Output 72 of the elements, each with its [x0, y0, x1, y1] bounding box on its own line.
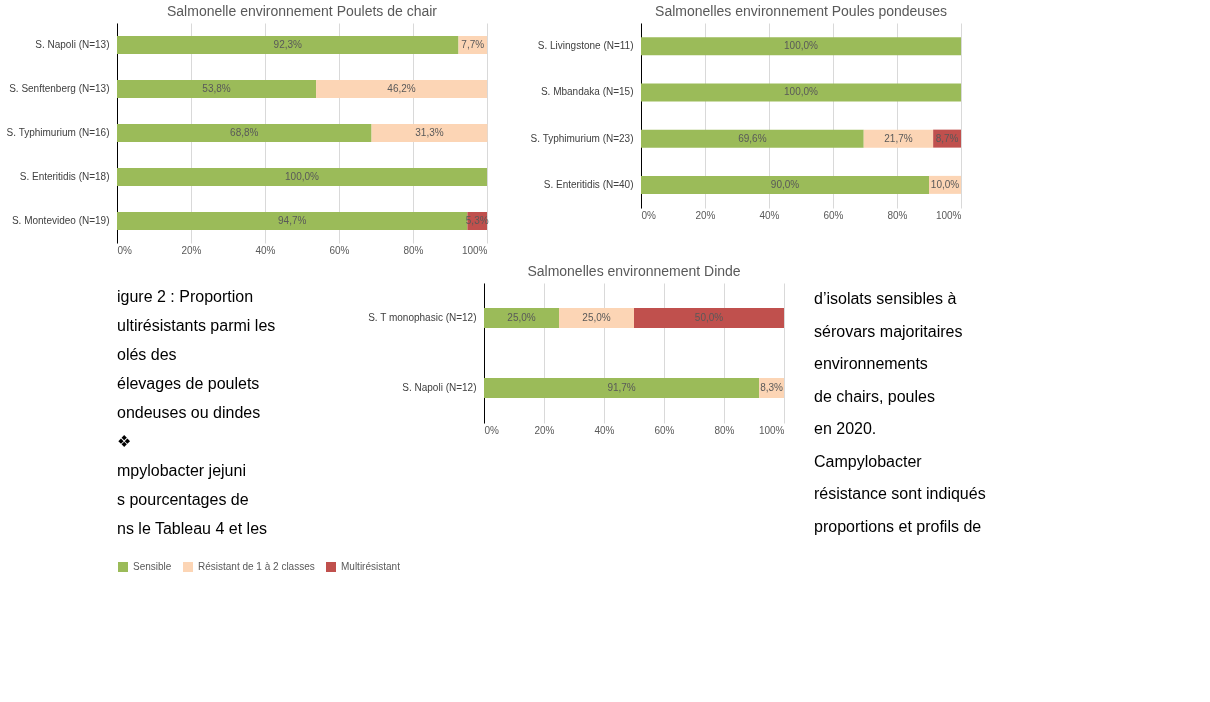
x-tick-label: 60% — [329, 244, 350, 256]
data-label: 25,0% — [507, 312, 536, 323]
data-label: 100,0% — [784, 40, 819, 52]
x-tick-label: 20% — [534, 424, 555, 436]
data-label: 50,0% — [694, 312, 724, 323]
chart-title: Salmonelle environnement Poulets de chair — [166, 3, 438, 19]
data-label: 8,3% — [760, 382, 784, 393]
y-tick-label: S. Montevideo (N=19) — [11, 215, 110, 226]
text: d’isolats sensibles à — [814, 290, 957, 308]
chart-title: Salmonelles environnement Dinde — [527, 263, 741, 279]
x-tick-label: 60% — [823, 209, 844, 221]
y-tick-label: S. Enteritidis (N=18) — [19, 171, 110, 182]
text: mpylobacter jejuni — [117, 461, 246, 479]
data-label: 10,0% — [930, 178, 960, 190]
y-tick-label: S. Livingstone (N=11) — [537, 40, 634, 52]
x-tick-label: 100% — [461, 244, 488, 256]
text: Campylobacter — [814, 452, 923, 470]
data-label: 8,7% — [935, 132, 959, 144]
text: s pourcentages de — [117, 490, 249, 508]
x-tick-label: 100% — [758, 424, 785, 436]
y-tick-label: S. Napoli (N=12) — [402, 382, 477, 393]
y-tick-label: S. Senftenberg (N=13) — [9, 83, 110, 94]
data-label: 53,8% — [202, 83, 231, 94]
x-tick-label: 40% — [594, 424, 615, 436]
legend-label: Sensible — [133, 561, 172, 572]
data-label: 31,3% — [415, 127, 444, 138]
x-tick-label: 80% — [714, 424, 735, 436]
data-label: 94,7% — [278, 215, 307, 226]
y-tick-label: S. Typhimurium (N=23) — [530, 132, 634, 144]
x-tick-label: 80% — [403, 244, 424, 256]
y-tick-label: S. Typhimurium (N=16) — [6, 127, 110, 138]
text: résistance sont indiqués — [814, 485, 986, 503]
legend-label: Résistant de 1 à 2 classes — [198, 561, 315, 572]
data-label: 25,0% — [582, 312, 611, 323]
x-tick-label: 100% — [935, 209, 962, 221]
data-label: 92,3% — [273, 39, 303, 50]
text: ondeuses ou dindes — [117, 404, 261, 421]
text: olés des — [117, 346, 177, 364]
x-tick-label: 20% — [695, 209, 716, 221]
text: élevages de poulets — [117, 375, 260, 393]
data-label: 69,6% — [738, 132, 767, 144]
x-tick-label: 40% — [255, 244, 276, 256]
x-tick-label: 0% — [484, 424, 500, 436]
data-label: 91,7% — [607, 382, 636, 393]
data-label: 100,0% — [784, 86, 819, 98]
data-label: 100,0% — [285, 171, 320, 182]
x-tick-label: 20% — [181, 244, 202, 256]
text: en 2020. — [814, 420, 877, 438]
text: sérovars majoritaires — [814, 322, 963, 340]
text: ns le Tableau 4 et les — [117, 519, 268, 537]
data-label: 68,8% — [230, 127, 259, 138]
x-tick-label: 80% — [887, 209, 908, 221]
x-tick-label: 40% — [759, 209, 780, 221]
data-label: 21,7% — [884, 132, 913, 144]
x-tick-label: 0% — [641, 209, 657, 221]
text: ❖ — [117, 432, 131, 450]
y-tick-label: S. Enteritidis (N=40) — [543, 178, 634, 190]
x-tick-label: 60% — [654, 424, 675, 436]
x-tick-label: 0% — [117, 244, 133, 256]
y-tick-label: S. Napoli (N=13) — [35, 39, 110, 50]
data-label: 90,0% — [770, 178, 800, 190]
text: ultirésistants parmi les — [117, 317, 276, 335]
y-tick-label: S. T monophasic (N=12) — [368, 312, 477, 323]
chart-title: Salmonelles environnement Poules pondeuses — [655, 3, 947, 19]
y-tick-label: S. Mbandaka (N=15) — [540, 86, 634, 98]
data-label: 7,7% — [461, 39, 485, 50]
text: proportions et profils de — [814, 517, 982, 535]
text: environnements — [814, 355, 928, 373]
data-label: 46,2% — [387, 83, 416, 94]
text: igure 2 : Proportion — [117, 288, 254, 306]
text: de chairs, poules — [814, 387, 935, 405]
legend-label: Multirésistant — [341, 561, 401, 572]
